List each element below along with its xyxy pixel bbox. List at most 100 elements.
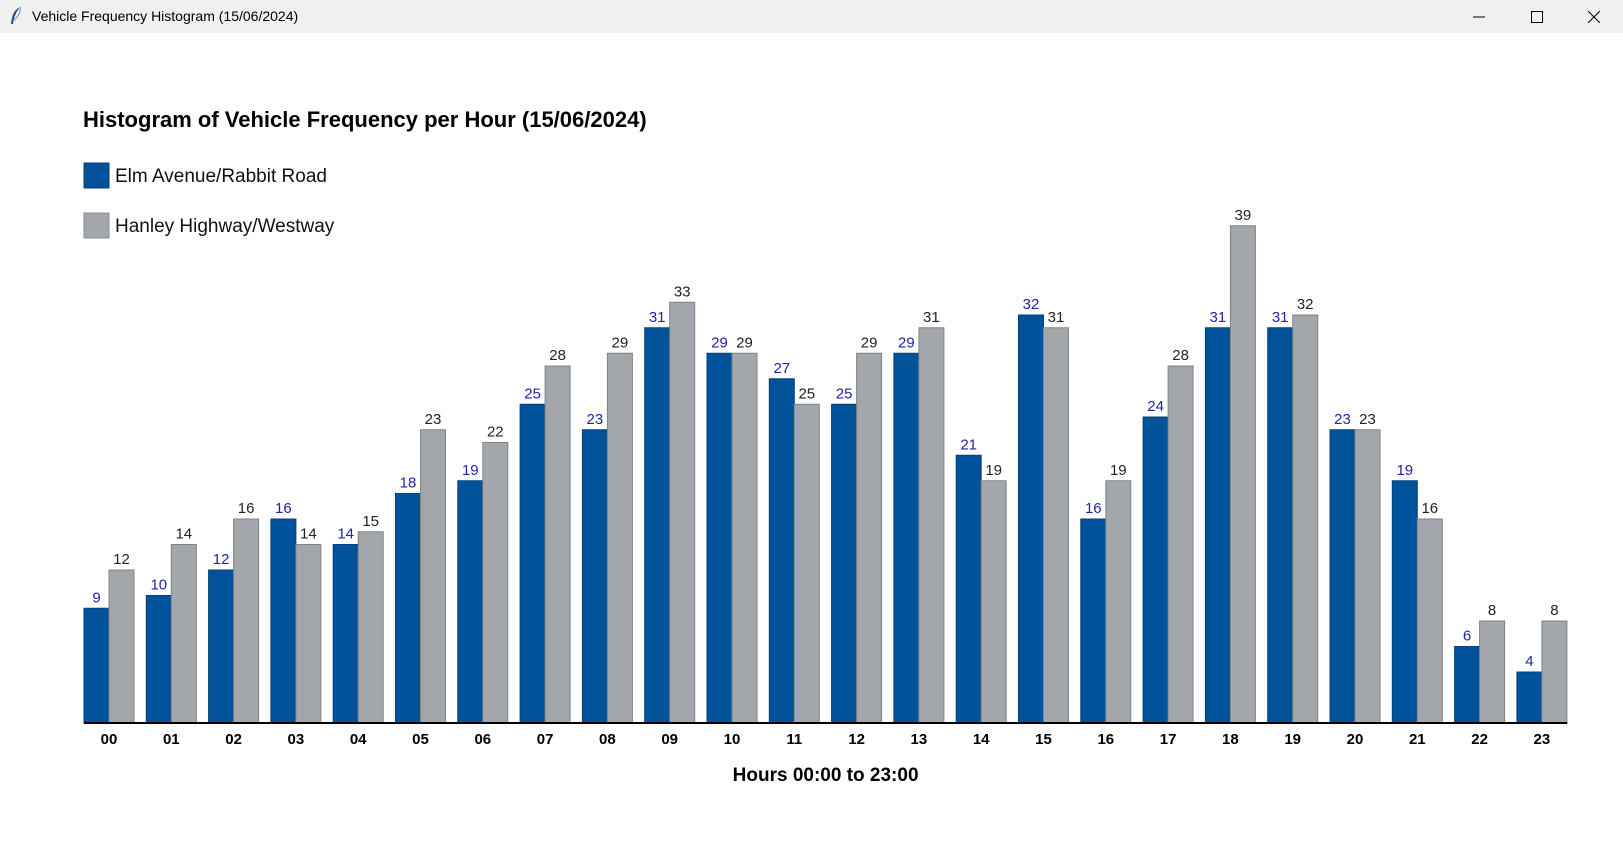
bar-14-series2 (980, 480, 1007, 724)
bar-10-series2 (731, 352, 758, 724)
data-label-10-series1: 29 (711, 334, 728, 351)
data-label-06-series2: 22 (487, 424, 504, 441)
maximize-button[interactable] (1508, 0, 1566, 33)
minimize-icon (1473, 16, 1485, 17)
bar-09-series1 (644, 327, 671, 724)
bar-01-series1 (145, 595, 172, 724)
bar-23-series1 (1516, 671, 1543, 724)
x-tick-label-10: 10 (724, 731, 741, 748)
data-label-03-series1: 16 (275, 500, 292, 517)
bar-15-series2 (1043, 327, 1069, 724)
data-label-07-series2: 28 (549, 347, 566, 364)
bar-02-series1 (208, 569, 235, 724)
bar-15-series1 (1018, 314, 1044, 724)
x-tick-label-08: 08 (599, 731, 616, 748)
bar-11-series1 (768, 378, 795, 724)
data-label-08-series1: 23 (587, 411, 604, 428)
bar-06-series1 (457, 480, 484, 724)
x-tick-label-19: 19 (1284, 731, 1301, 748)
data-label-18-series1: 31 (1210, 309, 1227, 326)
data-label-14-series1: 21 (960, 436, 977, 453)
chart-title: Histogram of Vehicle Frequency per Hour … (83, 107, 647, 132)
data-label-15-series2: 31 (1048, 309, 1065, 326)
x-tick-label-15: 15 (1035, 731, 1052, 748)
bar-13-series1 (893, 352, 920, 724)
x-tick-label-04: 04 (350, 731, 367, 748)
data-label-23-series1: 4 (1525, 653, 1533, 670)
data-label-17-series2: 28 (1172, 347, 1189, 364)
bar-12-series2 (856, 352, 883, 724)
bar-16-series2 (1105, 480, 1132, 724)
data-label-08-series2: 29 (612, 334, 629, 351)
bar-12-series1 (831, 403, 858, 724)
bar-06-series2 (482, 442, 509, 724)
data-label-20-series1: 23 (1334, 411, 1351, 428)
bar-09-series2 (669, 301, 696, 724)
data-label-09-series2: 33 (674, 283, 691, 300)
bar-13-series2 (918, 327, 945, 724)
x-tick-label-07: 07 (537, 731, 554, 748)
bar-04-series1 (332, 544, 359, 724)
x-tick-label-21: 21 (1409, 731, 1426, 748)
x-tick-label-03: 03 (288, 731, 305, 748)
bar-05-series1 (395, 493, 421, 724)
window-titlebar: Vehicle Frequency Histogram (15/06/2024) (0, 0, 1623, 33)
x-tick-label-22: 22 (1471, 731, 1488, 748)
data-label-19-series2: 32 (1297, 296, 1314, 313)
data-label-13-series1: 29 (898, 334, 915, 351)
data-label-13-series2: 31 (923, 309, 940, 326)
bar-22-series1 (1454, 646, 1481, 724)
bar-22-series2 (1479, 620, 1506, 724)
bar-21-series2 (1416, 518, 1443, 724)
data-label-17-series1: 24 (1147, 398, 1164, 415)
x-tick-label-13: 13 (911, 731, 928, 748)
data-label-01-series2: 14 (175, 526, 192, 543)
bar-18-series2 (1229, 225, 1256, 724)
maximize-icon (1531, 10, 1543, 23)
data-label-12-series2: 29 (861, 334, 878, 351)
data-label-01-series1: 10 (150, 577, 167, 594)
x-tick-label-23: 23 (1534, 731, 1551, 748)
x-tick-label-00: 00 (101, 731, 118, 748)
data-label-04-series2: 15 (362, 513, 379, 530)
bar-10-series1 (706, 352, 733, 724)
minimize-button[interactable] (1450, 0, 1508, 33)
bar-01-series2 (170, 544, 197, 724)
feather-icon (8, 6, 24, 26)
data-label-03-series2: 14 (300, 526, 317, 543)
data-label-19-series1: 31 (1272, 309, 1289, 326)
bar-00-series2 (108, 569, 135, 724)
window-title: Vehicle Frequency Histogram (15/06/2024) (32, 8, 299, 24)
data-label-09-series1: 31 (649, 309, 666, 326)
data-label-04-series1: 14 (337, 526, 354, 543)
x-tick-label-14: 14 (973, 731, 990, 748)
bar-14-series1 (955, 454, 982, 724)
bar-03-series1 (270, 518, 297, 724)
close-button[interactable] (1565, 0, 1623, 33)
x-tick-label-17: 17 (1160, 731, 1177, 748)
x-tick-label-20: 20 (1347, 731, 1364, 748)
bar-23-series2 (1541, 620, 1568, 724)
data-label-07-series1: 25 (524, 385, 541, 402)
x-tick-label-16: 16 (1097, 731, 1114, 748)
bar-19-series1 (1267, 327, 1294, 724)
data-label-21-series2: 16 (1421, 500, 1438, 517)
bar-20-series2 (1354, 429, 1381, 724)
data-label-16-series2: 19 (1110, 462, 1127, 479)
data-label-06-series1: 19 (462, 462, 479, 479)
chart-canvas: Histogram of Vehicle Frequency per Hour … (0, 33, 1623, 847)
data-label-14-series2: 19 (985, 462, 1002, 479)
data-label-11-series2: 25 (798, 385, 815, 402)
bar-05-series2 (420, 429, 446, 724)
histogram-chart: Histogram of Vehicle Frequency per Hour … (83, 107, 1568, 786)
legend-swatch-2 (83, 212, 110, 239)
bar-20-series1 (1329, 429, 1356, 724)
data-label-16-series1: 16 (1085, 500, 1102, 517)
data-label-23-series2: 8 (1550, 602, 1558, 619)
bar-07-series1 (519, 403, 546, 724)
bar-03-series2 (295, 544, 322, 724)
x-tick-label-18: 18 (1222, 731, 1239, 748)
close-icon (1588, 10, 1600, 23)
bar-08-series1 (581, 429, 608, 724)
data-label-15-series1: 32 (1023, 296, 1040, 313)
